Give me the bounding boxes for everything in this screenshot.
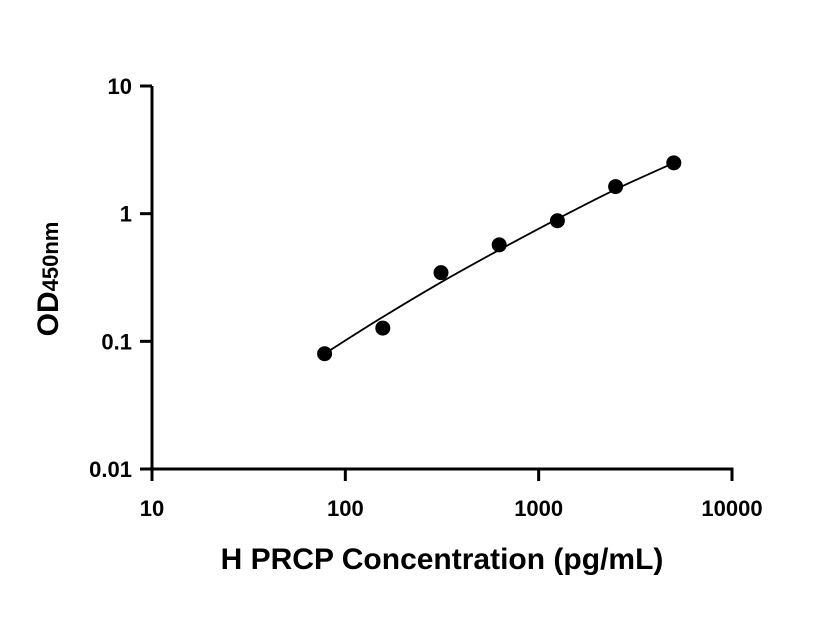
x-axis-title: H PRCP Concentration (pg/mL) bbox=[221, 543, 664, 576]
data-point bbox=[491, 237, 507, 253]
data-point bbox=[666, 155, 682, 171]
y-ticks: 0.01 0.1 1 10 bbox=[89, 74, 152, 482]
axes bbox=[150, 86, 734, 471]
y-tick-label: 10 bbox=[108, 74, 132, 99]
y-axis-title-sub: 450nm bbox=[38, 222, 63, 292]
y-tick-label: 0.1 bbox=[101, 329, 132, 354]
x-tick-label: 1000 bbox=[514, 496, 563, 521]
x-tick-label: 100 bbox=[327, 496, 364, 521]
data-point bbox=[375, 320, 391, 336]
data-point bbox=[608, 179, 624, 195]
y-tick-label: 0.01 bbox=[89, 457, 132, 482]
x-tick-label: 10000 bbox=[701, 496, 762, 521]
y-axis-title-main: OD bbox=[32, 291, 65, 336]
data-points bbox=[317, 155, 682, 362]
x-tick-label: 10 bbox=[140, 496, 164, 521]
y-axis-title: OD450nm bbox=[32, 222, 65, 337]
data-point bbox=[433, 265, 449, 281]
x-ticks: 10 100 1000 10000 bbox=[140, 469, 763, 521]
y-tick-label: 1 bbox=[120, 202, 132, 227]
data-point bbox=[317, 346, 333, 362]
data-point bbox=[549, 213, 565, 229]
